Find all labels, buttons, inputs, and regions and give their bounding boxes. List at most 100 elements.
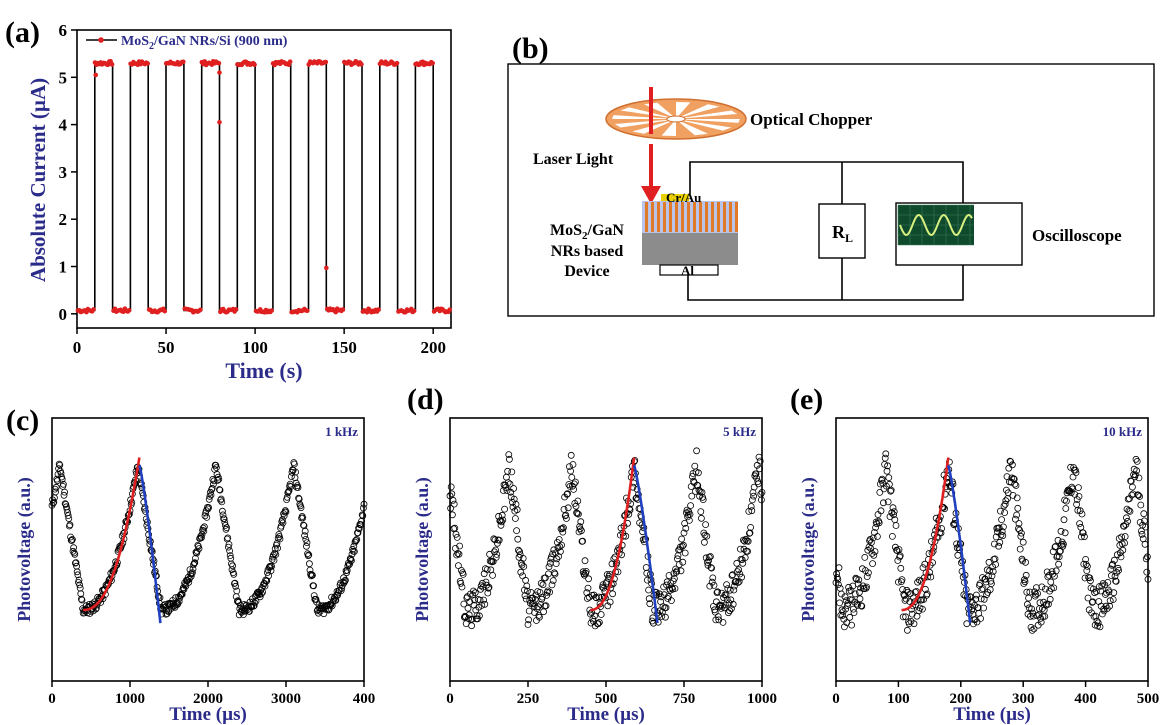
data-point xyxy=(577,518,585,526)
data-point xyxy=(701,538,708,546)
data-point xyxy=(844,599,852,607)
data-point xyxy=(498,511,506,519)
data-point xyxy=(456,542,464,550)
data-point xyxy=(643,569,651,577)
data-point xyxy=(323,59,329,65)
data-point xyxy=(549,550,556,558)
data-point xyxy=(560,524,567,532)
data-point xyxy=(937,529,945,537)
data-point xyxy=(290,460,298,468)
legend-text-part1: MoS xyxy=(121,34,149,49)
data-point xyxy=(232,582,240,590)
data-point xyxy=(447,504,455,512)
data-point xyxy=(693,447,700,455)
data-point xyxy=(1057,527,1065,535)
data-point xyxy=(223,524,231,531)
data-point xyxy=(728,572,736,579)
data-point xyxy=(550,546,558,554)
xtick-label: 100 xyxy=(887,691,910,707)
data-point xyxy=(93,72,98,78)
data-point xyxy=(205,495,213,503)
data-point xyxy=(1094,619,1102,627)
nanorod xyxy=(651,202,654,232)
data-point xyxy=(454,550,462,557)
data-point xyxy=(887,486,895,494)
data-point xyxy=(332,596,340,604)
data-point xyxy=(218,498,226,506)
data-point xyxy=(1024,600,1031,608)
data-point xyxy=(489,572,497,579)
data-point xyxy=(207,491,215,499)
data-point xyxy=(1053,553,1061,561)
data-point xyxy=(509,498,516,506)
data-point xyxy=(508,468,516,476)
data-point xyxy=(855,576,863,584)
data-point xyxy=(992,561,999,568)
data-point xyxy=(198,531,206,538)
data-point xyxy=(861,554,869,561)
data-point xyxy=(555,553,562,560)
data-point xyxy=(195,545,203,552)
data-point xyxy=(187,573,195,580)
data-point xyxy=(660,591,668,599)
chart-a-ytick-label: 3 xyxy=(59,163,68,182)
data-point xyxy=(963,620,971,628)
data-point xyxy=(835,581,842,588)
data-point xyxy=(1041,613,1049,620)
data-point xyxy=(1019,538,1027,546)
data-point xyxy=(702,521,709,528)
data-point xyxy=(1079,529,1087,537)
chart-a-ytick-label: 2 xyxy=(59,210,68,229)
data-point xyxy=(992,533,1000,541)
data-point xyxy=(1060,540,1067,548)
data-point xyxy=(1110,589,1118,597)
data-point xyxy=(919,564,927,571)
data-point xyxy=(340,307,346,312)
data-point xyxy=(1020,580,1028,587)
data-point xyxy=(454,562,462,569)
data-point xyxy=(546,588,553,596)
data-point xyxy=(594,620,602,627)
data-point xyxy=(233,587,241,595)
data-point xyxy=(1073,496,1081,504)
data-point xyxy=(284,489,292,497)
data-point xyxy=(1138,530,1146,538)
data-point xyxy=(411,308,417,314)
data-point xyxy=(358,511,366,519)
data-point xyxy=(1052,567,1060,575)
data-point xyxy=(1081,574,1089,582)
data-point xyxy=(558,541,565,549)
data-point xyxy=(1082,556,1089,563)
data-point xyxy=(695,469,702,477)
data-point xyxy=(549,577,557,584)
nanorod xyxy=(693,202,696,232)
frequency-label: 10 kHz xyxy=(1103,424,1143,439)
data-point xyxy=(229,562,237,570)
data-point xyxy=(878,476,885,484)
data-point xyxy=(662,604,670,611)
data-point xyxy=(302,542,310,550)
data-point xyxy=(671,585,679,592)
data-point xyxy=(328,602,336,610)
data-point xyxy=(573,510,581,517)
data-point xyxy=(741,554,749,561)
data-point xyxy=(1000,523,1007,531)
data-point xyxy=(301,532,309,540)
data-point xyxy=(512,515,519,522)
data-point xyxy=(291,474,299,482)
data-point xyxy=(1126,507,1134,515)
data-point xyxy=(338,584,346,592)
data-point xyxy=(734,568,741,575)
data-point xyxy=(184,577,192,584)
data-point xyxy=(1012,482,1020,489)
data-point xyxy=(723,581,730,588)
data-point xyxy=(680,541,687,549)
data-point xyxy=(302,536,310,543)
data-point xyxy=(850,609,858,616)
data-point xyxy=(267,567,275,575)
data-point xyxy=(1144,575,1152,583)
data-point xyxy=(355,524,363,532)
data-point xyxy=(359,62,364,67)
data-point xyxy=(739,559,747,567)
data-point xyxy=(1009,461,1016,469)
